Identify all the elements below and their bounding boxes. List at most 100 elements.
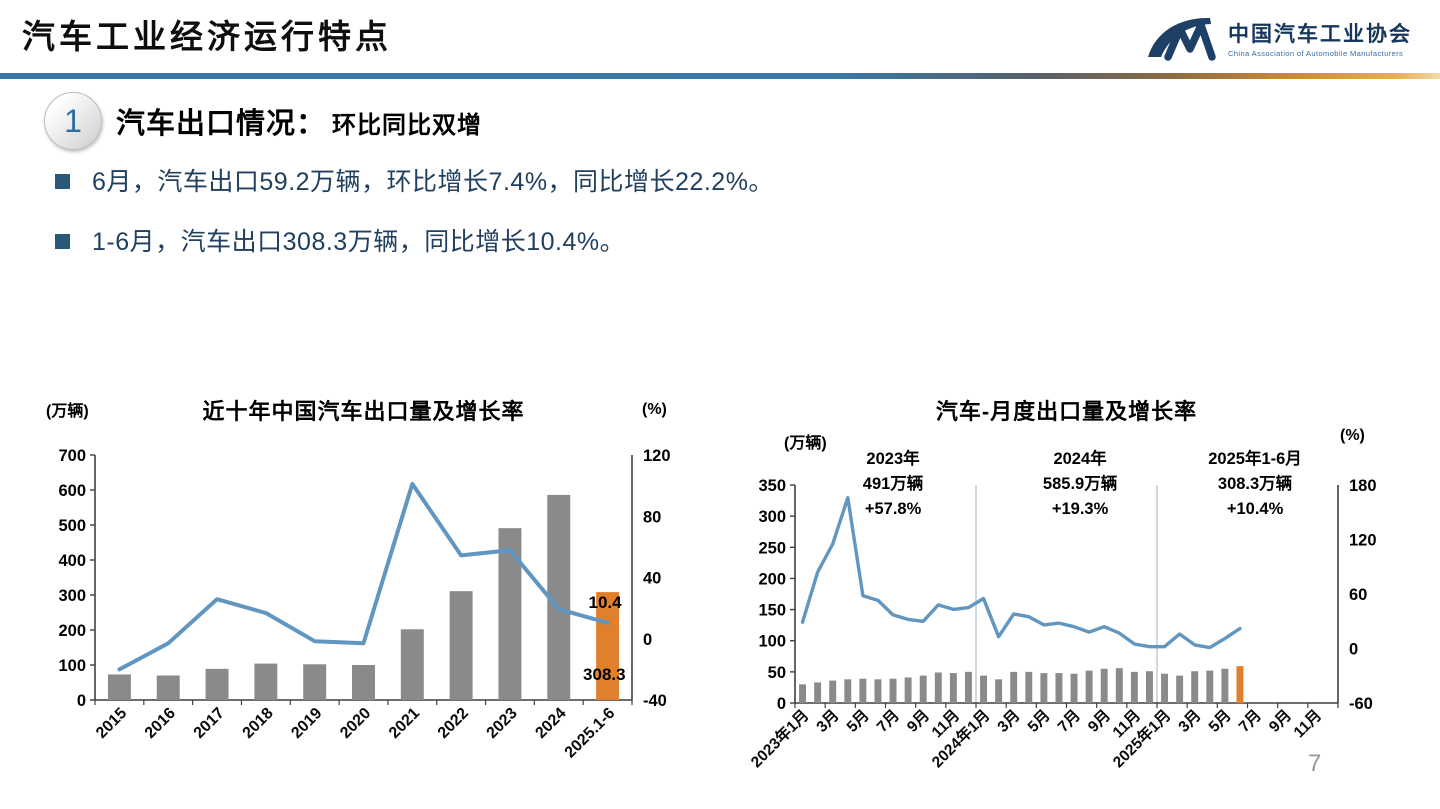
left-axis-unit-label: (万辆)	[46, 403, 89, 420]
annotation: 2023年 491万辆 +57.8%	[863, 448, 924, 518]
bar	[964, 671, 972, 703]
bar	[1055, 673, 1063, 703]
bar	[1085, 670, 1093, 703]
chart-title: 近十年中国汽车出口量及增长率	[202, 399, 525, 424]
left-axis-tick: 700	[58, 447, 86, 465]
x-axis-label: 2023年1月	[747, 705, 813, 771]
x-axis-label: 3月	[813, 706, 843, 736]
bar	[814, 682, 822, 703]
caam-logo: 中国汽车工业协会 China Association of Automobile…	[1144, 13, 1412, 68]
bars	[799, 666, 1244, 703]
bar	[1145, 671, 1153, 703]
bar	[156, 675, 180, 700]
bar	[1025, 671, 1033, 703]
x-axis-label: 7月	[873, 706, 903, 736]
caam-logo-icon	[1144, 13, 1218, 68]
header-divider	[0, 73, 1440, 79]
left-axis-tick: 350	[758, 477, 786, 495]
right-axis-tick: 0	[1349, 641, 1358, 659]
right-tick-labels: -40 0 40 80 120	[643, 447, 671, 710]
caam-logo-text: 中国汽车工业协会 China Association of Automobile…	[1228, 23, 1412, 57]
right-axis-tick: -60	[1349, 695, 1373, 713]
x-axis-label: 5月	[843, 706, 873, 736]
right-axis-tick: 0	[643, 631, 652, 649]
left-axis-tick: 600	[58, 482, 86, 500]
bar	[859, 678, 867, 703]
x-axis-label: 2025.1-6	[562, 705, 619, 762]
x-axis-label: 9月	[1084, 706, 1114, 736]
x-axis-label: 5月	[1205, 706, 1235, 736]
point-label: 10.4	[588, 593, 622, 612]
right-axis-tick: 120	[643, 447, 671, 465]
bar	[1070, 673, 1078, 703]
section-title: 汽车出口情况：	[116, 108, 327, 140]
annotation-line: +10.4%	[1227, 500, 1284, 518]
bar	[980, 675, 988, 703]
right-axis-tick: 60	[1349, 586, 1367, 604]
logo-name-en: China Association of Automobile Manufact…	[1228, 48, 1404, 58]
left-tick-labels: 0 100 200 300 400 500 600 700	[58, 447, 95, 710]
bar	[1040, 673, 1048, 703]
right-axis-tick: 120	[1349, 532, 1377, 550]
section-number-badge: 1	[44, 92, 102, 150]
x-axis-label: 2020	[337, 705, 374, 742]
section-subtitle: 环比同比双增	[332, 112, 483, 139]
bullet-list: 6月，汽车出口59.2万辆，环比增长7.4%，同比增长22.2%。 1-6月，汽…	[55, 164, 774, 284]
annotation-line: 308.3万辆	[1218, 473, 1292, 493]
chart-decade-export: 近十年中国汽车出口量及增长率 (万辆) (%) 0 100 200 300 400 500…	[40, 385, 690, 809]
annotation-line: +19.3%	[1052, 500, 1109, 518]
right-axis-unit-label: (%)	[1340, 427, 1365, 444]
bars	[107, 494, 620, 700]
bar	[596, 592, 620, 700]
bar	[254, 663, 278, 700]
left-axis-tick: 200	[58, 622, 86, 640]
left-axis-tick: 300	[758, 508, 786, 526]
left-axis-tick: 400	[58, 552, 86, 570]
bar	[1236, 666, 1244, 703]
left-axis-tick: 0	[77, 692, 86, 710]
left-axis-tick: 0	[777, 695, 786, 713]
left-tick-labels: 0 50 100 150 200 250 300 350	[758, 477, 795, 713]
annotation: 2025年1-6月 308.3万辆 +10.4%	[1208, 448, 1302, 518]
chart-monthly-export: 汽车-月度出口量及增长率 (万辆) (%) 0 50 100 150 200 250 300…	[740, 385, 1400, 809]
growth-line	[117, 481, 610, 672]
annotation-line: 2024年	[1053, 448, 1107, 468]
bar	[995, 679, 1003, 703]
x-axis-label: 2019	[288, 705, 325, 742]
annotation-line: 585.9万辆	[1043, 473, 1117, 493]
bar	[107, 674, 131, 700]
bar	[1115, 668, 1123, 703]
bar	[1010, 671, 1018, 703]
left-axis-tick: 50	[768, 664, 786, 682]
x-axis-label: 11月	[1290, 706, 1325, 741]
left-axis-tick: 200	[758, 570, 786, 588]
bar	[919, 675, 927, 703]
right-tick-labels: -60 0 60 120 180	[1349, 477, 1377, 713]
section-heading: 汽车出口情况： 环比同比双增	[116, 100, 482, 142]
x-axis-label: 2018	[240, 705, 277, 742]
bar	[205, 668, 229, 700]
bullet-text: 1-6月，汽车出口308.3万辆，同比增长10.4%。	[92, 228, 626, 256]
x-axis-label: 2022	[435, 705, 472, 742]
chart-title: 汽车-月度出口量及增长率	[935, 399, 1198, 424]
annotation-line: 2025年1-6月	[1208, 448, 1302, 468]
point-label: 308.3	[583, 665, 626, 684]
bar	[904, 677, 912, 703]
annotation-line: +57.8%	[865, 500, 922, 518]
chart-canvas: 0 50 100 150 200 250 300 350 -60 0 60 120 180 2023年1月…	[747, 448, 1377, 771]
bar	[400, 629, 424, 700]
left-axis-unit-label: (万辆)	[784, 435, 827, 452]
right-axis-tick: 40	[643, 570, 661, 588]
annotation: 2024年 585.9万辆 +19.3%	[1043, 448, 1117, 518]
bar	[799, 684, 807, 703]
x-axis-label: 7月	[1235, 706, 1265, 736]
bullet-item: 1-6月，汽车出口308.3万辆，同比增长10.4%。	[55, 224, 774, 260]
bar	[1191, 671, 1199, 703]
x-axis-label: 2023	[484, 705, 521, 742]
x-axis-label: 2017	[191, 705, 228, 742]
right-axis-tick: 180	[1349, 477, 1377, 495]
left-axis-tick: 150	[758, 602, 786, 620]
bullet-square-icon	[55, 174, 70, 189]
annotation-line: 2023年	[866, 448, 920, 468]
bullet-text: 6月，汽车出口59.2万辆，环比增长7.4%，同比增长22.2%。	[92, 168, 774, 196]
